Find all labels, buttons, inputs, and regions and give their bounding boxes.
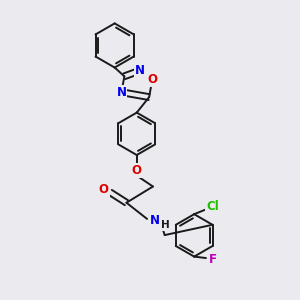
- Text: H: H: [161, 220, 170, 230]
- Text: O: O: [132, 164, 142, 177]
- Text: Cl: Cl: [206, 200, 219, 213]
- Text: F: F: [209, 253, 217, 266]
- Text: O: O: [99, 183, 109, 196]
- Text: O: O: [147, 73, 157, 86]
- Text: N: N: [150, 214, 160, 227]
- Text: N: N: [116, 86, 127, 99]
- Text: N: N: [135, 64, 145, 77]
